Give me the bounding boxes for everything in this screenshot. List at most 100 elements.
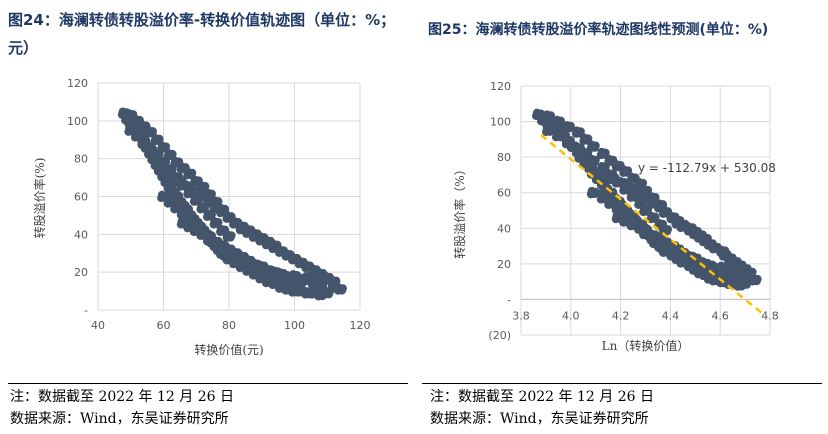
data-point	[176, 165, 186, 174]
data-point	[196, 193, 205, 203]
data-point	[183, 171, 192, 180]
data-point	[261, 239, 271, 248]
data-point	[209, 240, 218, 250]
figure-25-note: 注：数据截至 2022 年 12 月 26 日	[430, 389, 654, 405]
x-tick-label: 4.0	[562, 309, 580, 322]
data-point	[307, 273, 317, 282]
y-tick-label: 60	[497, 187, 511, 200]
data-point	[676, 221, 685, 231]
data-point	[248, 231, 258, 240]
figure-25-divider	[422, 383, 822, 384]
figure-24-source: 数据来源：Wind，东吴证券研究所	[10, 411, 229, 427]
figure-25-panel: 图25：海澜转债转股溢价率轨迹图线性预测(单位：%) (20) - 20 40 60 80…	[414, 0, 828, 434]
y-tick-label: -	[507, 293, 511, 306]
data-point	[639, 207, 648, 217]
data-point	[659, 227, 668, 236]
data-point	[157, 159, 166, 169]
data-point	[551, 133, 561, 142]
data-point	[281, 280, 290, 290]
data-point	[579, 136, 588, 145]
y-tick-label: 100	[490, 116, 511, 129]
trendline-equation: y = -112.79x + 530.08	[638, 161, 776, 175]
data-point	[130, 133, 140, 142]
x-axis-title: Ln（转换价值）	[602, 338, 690, 353]
data-point	[288, 256, 297, 265]
data-point	[196, 205, 205, 214]
data-point	[216, 244, 225, 254]
figure-24-caption: 图24：海澜转债转股溢价率-转换价值轨迹图（单位：%；元）	[8, 11, 396, 57]
data-point	[579, 150, 588, 160]
y-tick-label: 20	[497, 258, 511, 271]
figure-24-divider	[8, 383, 408, 384]
data-point	[619, 181, 628, 190]
data-point	[571, 129, 581, 138]
data-point	[596, 150, 606, 160]
data-point	[242, 227, 251, 237]
data-point	[288, 282, 297, 292]
data-point	[124, 127, 133, 136]
x-tick-label: 100	[284, 319, 305, 332]
data-point	[281, 252, 290, 261]
x-tick-label: 4.6	[711, 309, 729, 322]
data-point	[721, 268, 730, 277]
x-axis-title: 转换价值(元)	[194, 342, 263, 357]
x-tick-label: 4.4	[662, 309, 680, 322]
data-point	[137, 123, 146, 133]
data-point	[619, 218, 628, 227]
chart-25-svg: (20) - 20 40 60 80 100 120 3.8 4.0 4.2 4.4 4.6 4.8 y =…	[452, 80, 779, 353]
data-point	[261, 267, 271, 276]
data-point	[646, 200, 655, 209]
data-point	[183, 184, 192, 193]
data-point	[703, 262, 713, 272]
y-tick-label: 80	[497, 151, 511, 164]
data-point	[229, 220, 238, 229]
y-tick-label: 100	[67, 115, 88, 128]
data-point	[708, 245, 718, 254]
data-point	[551, 118, 561, 128]
data-point	[541, 113, 551, 122]
data-point	[659, 241, 668, 250]
data-point	[242, 267, 251, 276]
data-point	[268, 269, 277, 278]
y-axis-title: 转股溢价率（%）	[452, 163, 467, 258]
data-point	[222, 233, 231, 242]
data-point	[248, 261, 258, 271]
data-point	[222, 248, 231, 257]
data-point	[163, 199, 173, 208]
data-point	[255, 263, 264, 273]
figure-24-note: 注：数据截至 2022 年 12 月 26 日	[10, 389, 234, 405]
data-point	[307, 290, 317, 299]
data-point	[586, 157, 596, 167]
x-tick-label: 80	[222, 319, 236, 332]
data-point	[268, 242, 277, 252]
data-point	[189, 197, 199, 206]
data-point	[216, 227, 225, 237]
data-point	[176, 210, 186, 220]
data-point	[619, 168, 628, 177]
data-point	[242, 258, 251, 267]
data-point	[698, 236, 708, 245]
x-tick-label: 4.2	[612, 309, 630, 322]
data-point	[222, 256, 231, 265]
data-point	[294, 259, 304, 269]
data-point	[275, 271, 284, 280]
data-point	[626, 193, 636, 202]
data-point	[676, 250, 685, 259]
data-point	[170, 205, 179, 214]
data-point	[301, 263, 310, 273]
data-point	[596, 172, 606, 181]
data-point	[646, 234, 655, 243]
data-point	[202, 212, 212, 222]
data-point	[255, 275, 264, 284]
data-point	[222, 214, 231, 223]
data-point	[261, 278, 271, 288]
data-point	[209, 205, 218, 214]
data-point	[676, 259, 685, 268]
data-point	[189, 227, 199, 237]
y-tick-label: 40	[74, 228, 88, 241]
data-point	[248, 271, 258, 280]
data-point	[307, 280, 317, 290]
x-tick-label: 40	[91, 319, 105, 332]
figure-25-caption: 图25：海澜转债转股溢价率轨迹图线性预测(单位：%)	[428, 22, 769, 38]
y-tick-label: (20)	[488, 329, 511, 342]
